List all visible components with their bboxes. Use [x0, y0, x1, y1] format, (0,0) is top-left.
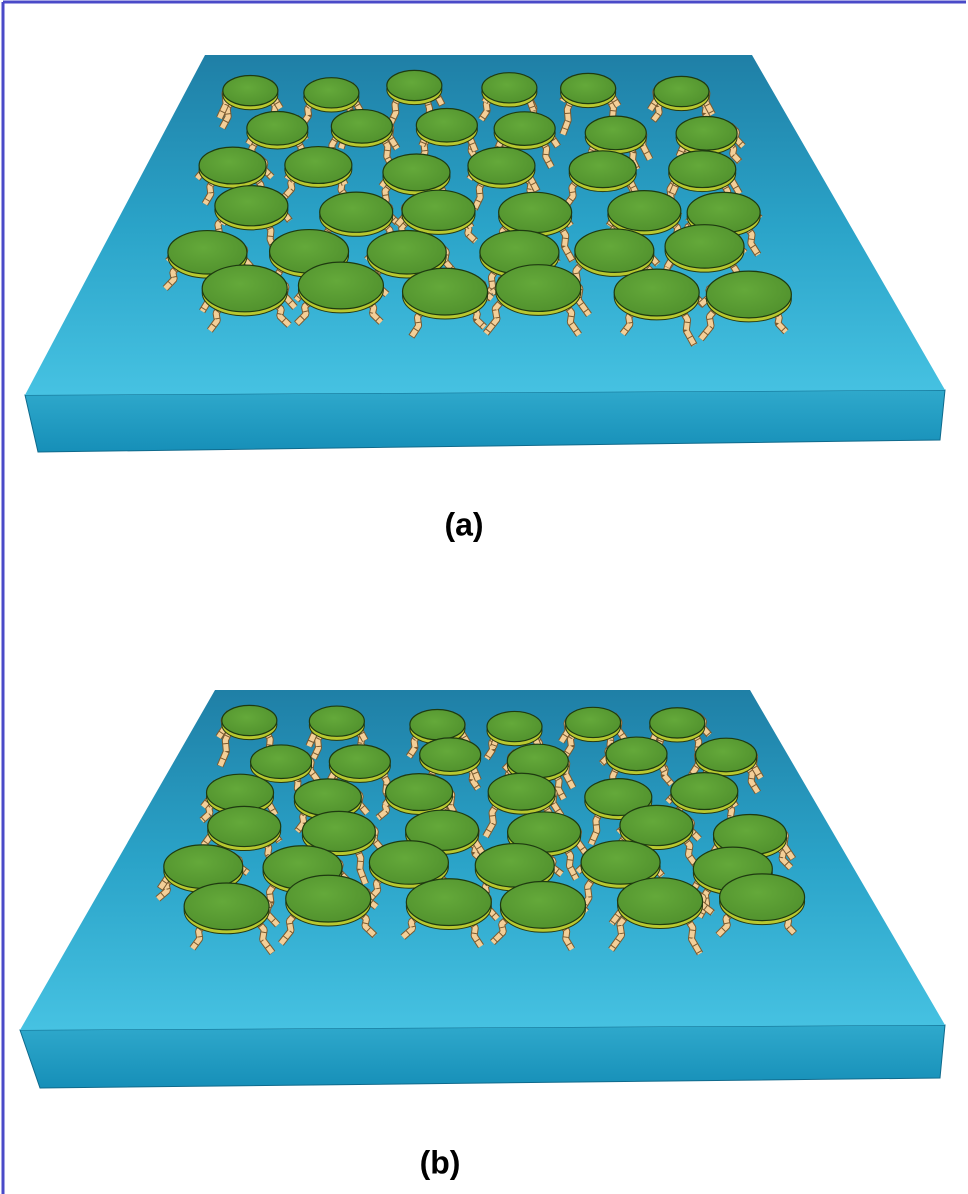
disc	[304, 78, 359, 108]
disc	[620, 805, 693, 845]
disc	[566, 707, 621, 737]
disc	[302, 811, 375, 851]
disc	[403, 268, 488, 315]
disc	[482, 73, 537, 103]
disc	[676, 117, 737, 151]
disc	[331, 110, 392, 144]
disc	[585, 116, 646, 150]
disc	[488, 773, 555, 810]
disc	[614, 269, 699, 316]
disc	[606, 737, 667, 771]
disc	[286, 875, 371, 922]
disc	[507, 744, 568, 778]
disc	[671, 773, 738, 810]
disc	[223, 75, 278, 105]
disc	[285, 147, 352, 184]
disc	[706, 271, 791, 318]
disc	[487, 711, 542, 741]
disc	[298, 262, 383, 309]
disc	[386, 774, 453, 811]
disc	[654, 76, 709, 106]
disc	[669, 151, 736, 188]
disc	[215, 186, 288, 226]
disc	[499, 192, 572, 232]
disc	[475, 844, 554, 887]
disc	[369, 841, 448, 884]
panel-b	[20, 690, 945, 1088]
disc	[410, 710, 465, 740]
disc	[650, 708, 705, 738]
disc	[720, 874, 805, 921]
disc	[329, 745, 390, 779]
disc	[251, 745, 312, 779]
disc	[569, 151, 636, 188]
disc	[561, 73, 616, 103]
illustration: (a) (b)	[0, 0, 968, 1194]
disc	[696, 738, 757, 772]
disc	[294, 779, 361, 816]
disc	[420, 738, 481, 772]
disc	[665, 225, 744, 268]
disc	[184, 883, 269, 930]
panel-a	[25, 55, 945, 452]
disc	[500, 881, 585, 928]
disc	[207, 774, 274, 811]
disc	[247, 111, 308, 145]
disc	[222, 705, 277, 735]
panel-label: (a)	[444, 506, 483, 542]
disc	[367, 231, 446, 274]
disc	[575, 229, 654, 272]
disc	[164, 845, 243, 888]
disc	[496, 265, 581, 312]
figure: (a) (b)	[0, 0, 968, 1194]
disc	[309, 706, 364, 736]
disc	[494, 112, 555, 146]
disc	[416, 108, 477, 142]
disc	[208, 806, 281, 846]
disc	[202, 265, 287, 312]
disc	[406, 879, 491, 926]
disc	[608, 191, 681, 231]
disc	[383, 154, 450, 191]
disc	[402, 190, 475, 230]
panel-label: (b)	[420, 1144, 461, 1180]
disc	[320, 192, 393, 232]
disc	[199, 147, 266, 184]
disc	[468, 147, 535, 184]
disc	[618, 878, 703, 925]
disc	[581, 841, 660, 884]
disc	[387, 70, 442, 100]
